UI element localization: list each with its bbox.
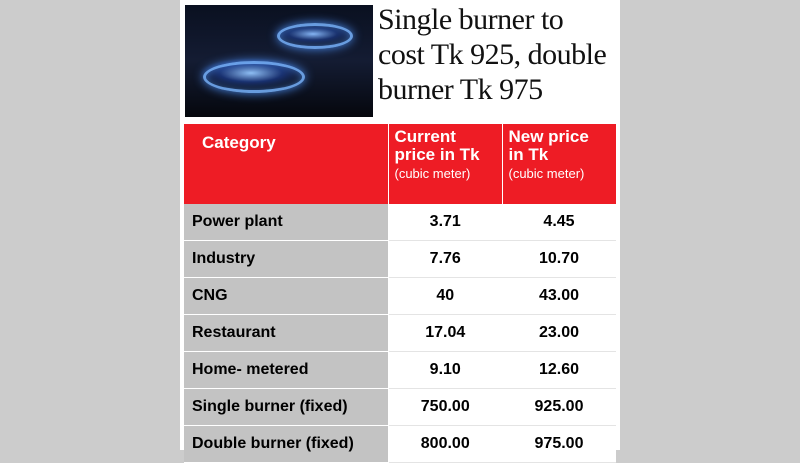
table-row: Power plant 3.71 4.45 xyxy=(184,204,616,241)
header-category: Category xyxy=(184,124,389,204)
header-current-unit: (cubic meter) xyxy=(394,166,471,181)
row-category: Double burner (fixed) xyxy=(184,425,389,463)
table-header-row: Category Current price in Tk (cubic mete… xyxy=(184,124,616,204)
headline: Single burner to cost Tk 925, double bur… xyxy=(378,2,616,107)
row-current-price: 3.71 xyxy=(388,204,502,241)
header-current-price: Current price in Tk (cubic meter) xyxy=(388,124,503,204)
row-new-price: 10.70 xyxy=(502,240,616,278)
row-new-price: 4.45 xyxy=(502,204,616,241)
row-current-price: 17.04 xyxy=(388,314,502,352)
headline-line-2: cost Tk 925, double xyxy=(378,38,607,71)
row-current-price: 7.76 xyxy=(388,240,502,278)
gas-price-table: Category Current price in Tk (cubic mete… xyxy=(184,124,616,463)
table-row: CNG 40 43.00 xyxy=(184,277,616,315)
header-current-line-1: Current xyxy=(394,127,456,146)
table-row: Industry 7.76 10.70 xyxy=(184,240,616,278)
gas-burner-photo xyxy=(185,5,373,117)
headline-line-1: Single burner to xyxy=(378,3,564,36)
table-row: Home- metered 9.10 12.60 xyxy=(184,351,616,389)
header-new-line-1: New price xyxy=(508,127,589,146)
row-current-price: 800.00 xyxy=(388,425,502,463)
row-category: Restaurant xyxy=(184,314,389,352)
table-row: Restaurant 17.04 23.00 xyxy=(184,314,616,352)
headline-line-3: burner Tk 975 xyxy=(378,73,543,106)
header-current-line-2: price in Tk xyxy=(394,145,480,164)
header-new-price: New price in Tk (cubic meter) xyxy=(502,124,616,204)
front-burner-flame xyxy=(203,61,305,93)
header-new-line-2: in Tk xyxy=(508,145,549,164)
row-category: CNG xyxy=(184,277,389,315)
row-category: Single burner (fixed) xyxy=(184,388,389,426)
header-new-unit: (cubic meter) xyxy=(508,166,585,181)
row-current-price: 750.00 xyxy=(388,388,502,426)
row-category: Industry xyxy=(184,240,389,278)
row-new-price: 975.00 xyxy=(502,425,616,463)
row-new-price: 43.00 xyxy=(502,277,616,315)
table-row: Single burner (fixed) 750.00 925.00 xyxy=(184,388,616,426)
row-category: Power plant xyxy=(184,204,389,241)
table-row: Double burner (fixed) 800.00 975.00 xyxy=(184,425,616,463)
back-burner-flame xyxy=(277,23,353,49)
row-current-price: 9.10 xyxy=(388,351,502,389)
row-new-price: 23.00 xyxy=(502,314,616,352)
row-current-price: 40 xyxy=(388,277,502,315)
row-category: Home- metered xyxy=(184,351,389,389)
row-new-price: 12.60 xyxy=(502,351,616,389)
row-new-price: 925.00 xyxy=(502,388,616,426)
news-graphic-card: Single burner to cost Tk 925, double bur… xyxy=(180,0,620,463)
